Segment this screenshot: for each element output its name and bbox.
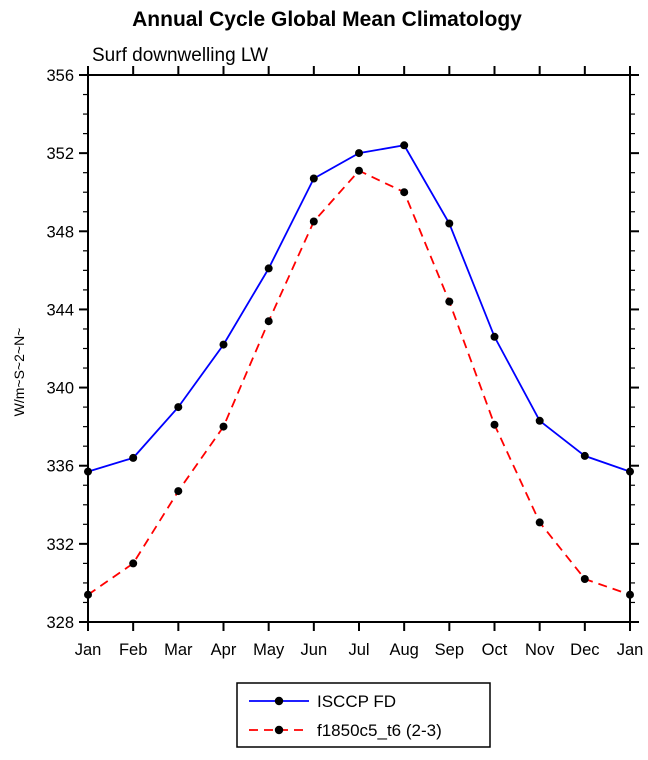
x-tick-label: May: [253, 641, 285, 659]
series-marker-0: [490, 332, 499, 341]
series-marker-0: [580, 451, 589, 460]
chart-subtitle: Surf downwelling LW: [92, 45, 268, 66]
series-marker-1: [174, 487, 183, 496]
x-tick-label: Nov: [525, 641, 555, 659]
x-tick-label: Jun: [301, 641, 328, 659]
series-marker-0: [445, 219, 454, 228]
legend-marker-dot: [274, 696, 284, 706]
y-tick-label: 348: [46, 223, 74, 241]
x-tick-label: Aug: [389, 641, 418, 659]
series-marker-0: [264, 264, 273, 273]
series-line-0: [87, 144, 631, 473]
series-marker-1: [400, 188, 409, 197]
y-tick-label: 332: [46, 536, 74, 554]
series-marker-0: [309, 174, 318, 183]
x-tick-label: Jul: [348, 641, 369, 659]
series-marker-0: [129, 453, 138, 462]
x-tick-label: Dec: [570, 641, 599, 659]
series-marker-1: [309, 217, 318, 226]
y-tick-label: 340: [46, 380, 74, 398]
y-tick-label: 356: [46, 67, 74, 85]
series-marker-0: [219, 340, 228, 349]
y-tick-label: 336: [46, 458, 74, 476]
series-marker-1: [264, 317, 273, 326]
legend-label: f1850c5_t6 (2-3): [317, 721, 442, 740]
series-line-1: [87, 169, 631, 596]
x-tick-label: Jan: [75, 641, 102, 659]
legend-item: f1850c5_t6 (2-3): [249, 721, 442, 740]
legend: ISCCP FD f1850c5_t6 (2-3): [236, 682, 491, 748]
series-marker-1: [355, 166, 363, 175]
y-tick-label: 328: [46, 614, 74, 632]
series-marker-1: [129, 559, 138, 568]
chart-title: Annual Cycle Global Mean Climatology: [132, 8, 522, 31]
series-marker-0: [84, 467, 92, 476]
series-marker-0: [174, 403, 183, 412]
y-tick-label: 344: [46, 301, 74, 319]
plot-area: 328 332 336 340 344 348 352 356 Jan Feb Mar Apr May J…: [46, 66, 643, 659]
series-marker-1: [580, 575, 589, 583]
y-axis-label: W/m~S~2~N~: [11, 328, 27, 417]
legend-item: ISCCP FD: [249, 692, 396, 711]
x-tick-label: Sep: [435, 641, 464, 659]
series-marker-0: [535, 416, 544, 425]
x-tick-label: Apr: [211, 641, 237, 659]
x-tick-label: Mar: [164, 641, 193, 659]
series-marker-1: [626, 590, 634, 599]
x-tick-label: Oct: [482, 641, 508, 659]
x-tick-label: Jan: [617, 641, 644, 659]
x-tick-label: Feb: [119, 641, 147, 659]
legend-box: [236, 682, 491, 748]
y-tick-label: 352: [46, 145, 74, 163]
series-marker-1: [490, 420, 499, 429]
series-marker-1: [535, 518, 544, 527]
legend-label: ISCCP FD: [317, 692, 396, 711]
series-marker-0: [400, 141, 409, 150]
legend-marker-dot: [274, 725, 284, 735]
series-marker-0: [626, 467, 634, 476]
series-marker-0: [355, 149, 363, 158]
series-marker-1: [219, 422, 228, 431]
series-marker-1: [445, 297, 454, 306]
series-marker-1: [84, 590, 92, 599]
